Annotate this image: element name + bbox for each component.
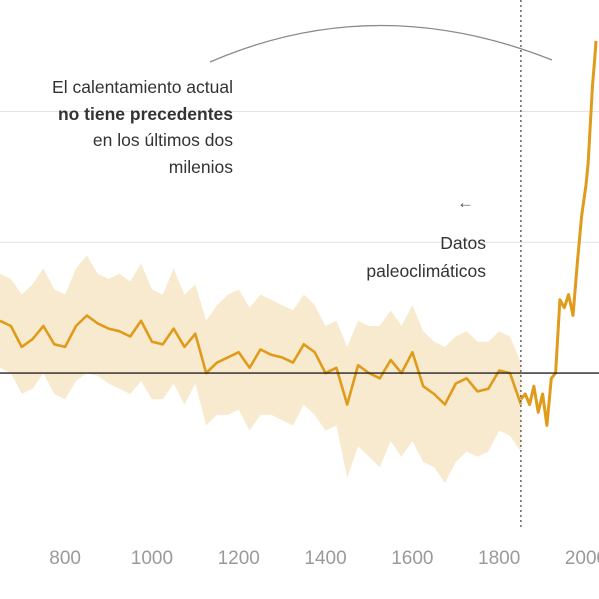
annotation-line-3: en los últimos dos [92, 130, 233, 150]
paleo-line-2: paleoclimáticos [366, 261, 486, 281]
x-tick-1000: 1000 [131, 548, 173, 569]
left-arrow-icon: ← [457, 193, 474, 212]
x-tick-1800: 1800 [478, 548, 520, 569]
x-axis-ticks: 800 1000 1200 1400 1600 1800 2000 [49, 548, 599, 569]
paleo-annotation: Datos paleoclimáticos [286, 229, 486, 285]
annotation-line-2: no tiene precedentes [57, 103, 233, 124]
x-tick-800: 800 [49, 548, 81, 569]
paleo-series-line [0, 314, 523, 406]
annotation-line-1: El calentamiento actual [52, 77, 233, 97]
annotation-arc [209, 24, 553, 63]
main-annotation: El calentamiento actual no tiene precede… [0, 74, 233, 180]
uncertainty-band [0, 255, 521, 483]
x-tick-1400: 1400 [304, 548, 346, 569]
x-tick-1600: 1600 [391, 548, 433, 569]
paleo-line-1: Datos [440, 233, 486, 253]
gridlines [0, 111, 599, 243]
x-tick-2000: 2000 [565, 548, 599, 569]
series-lines [0, 40, 598, 427]
annotation-line-4: milenios [168, 156, 233, 177]
instrumental-series-line [519, 40, 598, 427]
x-tick-1200: 1200 [218, 548, 260, 569]
